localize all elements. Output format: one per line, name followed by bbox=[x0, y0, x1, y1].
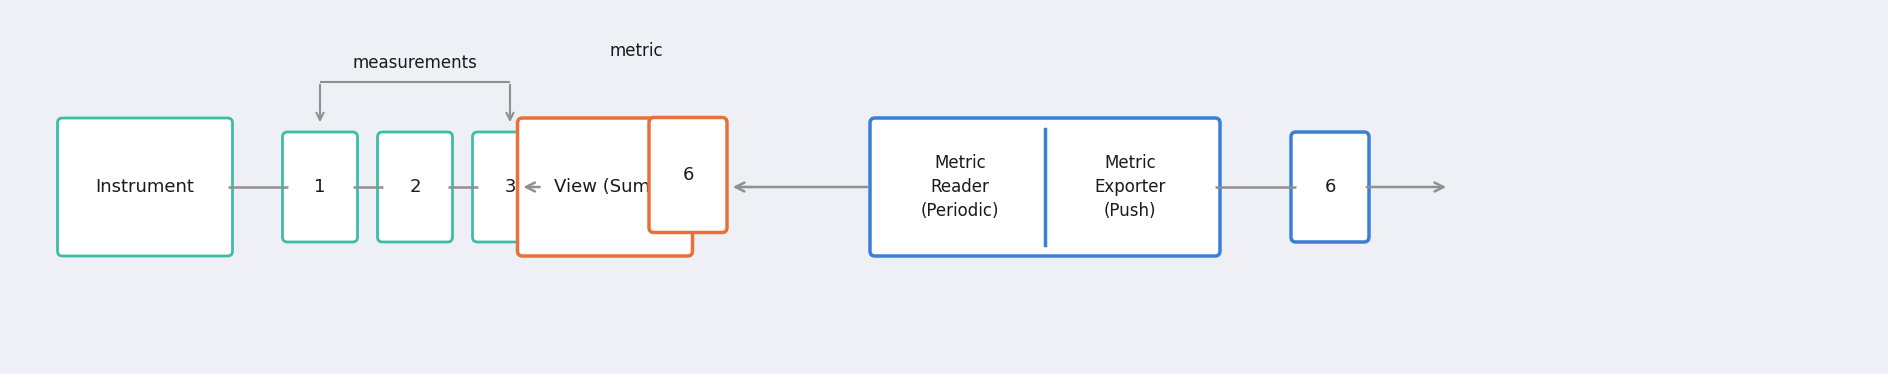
Text: 6: 6 bbox=[1323, 178, 1335, 196]
FancyBboxPatch shape bbox=[283, 132, 357, 242]
Text: Metric
Reader
(Periodic): Metric Reader (Periodic) bbox=[921, 154, 999, 220]
FancyBboxPatch shape bbox=[378, 132, 453, 242]
Text: Instrument: Instrument bbox=[96, 178, 194, 196]
Text: View (Sum): View (Sum) bbox=[553, 178, 657, 196]
Text: 6: 6 bbox=[682, 166, 693, 184]
FancyBboxPatch shape bbox=[472, 132, 548, 242]
Text: 2: 2 bbox=[410, 178, 421, 196]
Text: 1: 1 bbox=[313, 178, 327, 196]
FancyBboxPatch shape bbox=[870, 118, 1220, 256]
Text: Metric
Exporter
(Push): Metric Exporter (Push) bbox=[1095, 154, 1165, 220]
Text: metric: metric bbox=[610, 42, 663, 60]
Text: 3: 3 bbox=[504, 178, 515, 196]
FancyBboxPatch shape bbox=[517, 118, 693, 256]
Text: measurements: measurements bbox=[353, 54, 478, 72]
FancyBboxPatch shape bbox=[57, 118, 232, 256]
FancyBboxPatch shape bbox=[649, 117, 727, 233]
FancyBboxPatch shape bbox=[1291, 132, 1369, 242]
